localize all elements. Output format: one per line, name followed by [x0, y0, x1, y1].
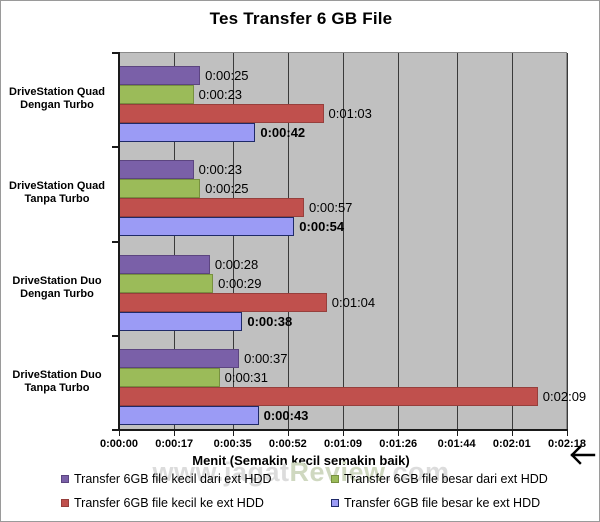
bar-value-label-series-3-category-3: 0:00:43: [263, 407, 309, 423]
legend-item-series-2[interactable]: Transfer 6GB file kecil ke ext HDD: [61, 496, 331, 510]
gridline: [174, 53, 176, 429]
legend-label-series-3: Transfer 6GB file besar ke ext HDD: [344, 496, 541, 510]
y-axis-tick: [112, 52, 119, 54]
category-label-line: DriveStation Duo: [12, 274, 102, 287]
x-axis-tick-label-3: 0:00:52: [268, 438, 307, 450]
x-axis-tick-label-4: 0:01:09: [324, 438, 362, 450]
legend-label-series-1: Transfer 6GB file besar dari ext HDD: [344, 472, 548, 486]
x-axis-tick-label-7: 0:02:01: [492, 438, 531, 450]
bar-value-label-series-0-category-2: 0:00:28: [214, 256, 259, 272]
x-axis-tick: [456, 430, 458, 436]
bar-series-2-category-2: [119, 292, 327, 312]
bar-series-2-category-1: [119, 198, 305, 218]
x-axis-tick: [232, 430, 234, 436]
bar-value-label-series-1-category-2: 0:00:29: [218, 275, 262, 291]
chart-title: Tes Transfer 6 GB File: [209, 9, 393, 28]
y-axis-tick: [112, 240, 119, 243]
bar-series-1-category-0: [119, 85, 194, 105]
bar-series-3-category-1: [119, 217, 295, 237]
bar-value-label-series-3-category-1: 0:00:54: [299, 219, 345, 235]
bar-series-0-category-2: [119, 254, 210, 274]
gridline: [287, 53, 289, 429]
bar-value-label-series-0-category-1: 0:00:23: [198, 162, 243, 178]
category-label-2: DriveStation Duo Dengan Turbo: [1, 275, 113, 301]
bar-series-2-category-0: [119, 104, 324, 124]
bar-series-1-category-3: [119, 367, 220, 387]
bar-series-0-category-0: [119, 66, 201, 86]
legend-item-series-3[interactable]: Transfer 6GB file besar ke ext HDD: [331, 496, 571, 510]
x-axis-tick: [567, 430, 568, 436]
bar-series-1-category-1: [119, 179, 201, 199]
category-label-line: DriveStation Quad: [9, 180, 105, 193]
legend-swatch-icon-series-2: [61, 499, 69, 507]
x-axis-tick: [119, 430, 120, 436]
x-axis-tick: [174, 430, 176, 436]
category-label-line: Dengan Turbo: [20, 287, 94, 300]
bar-series-0-category-1: [119, 160, 194, 180]
bar-series-3-category-0: [119, 123, 256, 143]
legend-swatch-icon-series-0: [61, 475, 69, 483]
x-axis-tick: [287, 430, 289, 436]
bar-value-label-series-3-category-0: 0:00:42: [260, 125, 306, 141]
legend-label-series-0: Transfer 6GB file kecil dari ext HDD: [74, 472, 272, 486]
legend-row-2: Transfer 6GB file kecil ke ext HDD Trans…: [61, 491, 571, 515]
category-label-line: Tanpa Turbo: [24, 193, 90, 206]
category-label-1: DriveStation Quad Tanpa Turbo: [1, 180, 113, 206]
arrow-left-icon: [570, 445, 596, 465]
x-axis-tick: [343, 430, 344, 436]
x-axis-tick: [511, 430, 513, 436]
bar-series-2-category-3: [119, 386, 538, 406]
x-axis-tick: [398, 430, 400, 436]
bar-value-label-series-0-category-3: 0:00:37: [244, 350, 288, 366]
category-label-line: Dengan Turbo: [20, 99, 94, 112]
category-label-3: DriveStation Duo Tanpa Turbo: [1, 369, 113, 395]
y-axis-tick: [112, 429, 119, 431]
x-axis-tick-label-2: 0:00:35: [213, 438, 252, 450]
x-axis-tick-label-0: 0:00:00: [100, 438, 138, 450]
gridline: [456, 53, 458, 429]
x-axis-tick-label-1: 0:00:17: [155, 438, 194, 450]
bar-value-label-series-2-category-3: 0:02:09: [542, 388, 587, 404]
gridline: [511, 53, 513, 429]
bar-value-label-series-1-category-3: 0:00:31: [224, 369, 268, 385]
bar-value-label-series-1-category-1: 0:00:25: [205, 181, 249, 197]
x-axis-tick-label-5: 0:01:26: [379, 438, 418, 450]
bar-series-1-category-2: [119, 273, 214, 293]
x-axis-tick-label-8: 0:02:18: [548, 438, 586, 450]
legend-row-1: Transfer 6GB file kecil dari ext HDD Tra…: [61, 467, 571, 491]
x-axis-title: Menit (Semakin kecil semakin baik): [192, 453, 410, 468]
bar-value-label-series-2-category-2: 0:01:04: [331, 294, 376, 310]
legend-item-series-0[interactable]: Transfer 6GB file kecil dari ext HDD: [61, 472, 331, 486]
plot-area: 0:00:25 0:00:23 0:01:03 0:00:42 0:00:23 0:00:…: [119, 52, 586, 429]
chart-legend: Transfer 6GB file kecil dari ext HDD Tra…: [61, 467, 571, 515]
legend-item-series-1[interactable]: Transfer 6GB file besar dari ext HDD: [331, 472, 571, 486]
bar-value-label-series-3-category-2: 0:00:38: [247, 313, 293, 329]
legend-label-series-2: Transfer 6GB file kecil ke ext HDD: [74, 496, 264, 510]
gridline: [232, 53, 234, 429]
bar-value-label-series-0-category-0: 0:00:25: [205, 68, 249, 84]
category-label-0: DriveStation Quad Dengan Turbo: [1, 86, 113, 112]
gridline: [343, 53, 344, 429]
category-label-line: DriveStation Quad: [9, 86, 105, 99]
bar-value-label-series-1-category-0: 0:00:23: [198, 87, 243, 103]
y-axis-line: [118, 52, 120, 430]
category-label-line: Tanpa Turbo: [24, 381, 90, 394]
bar-value-label-series-2-category-0: 0:01:03: [328, 106, 372, 122]
y-axis-tick: [112, 334, 119, 337]
x-axis-tick-label-6: 0:01:44: [437, 438, 476, 450]
gridline: [398, 53, 400, 429]
legend-swatch-icon-series-1: [331, 475, 339, 483]
bar-value-label-series-2-category-1: 0:00:57: [309, 200, 353, 216]
category-label-line: DriveStation Duo: [12, 368, 102, 381]
bar-series-3-category-2: [119, 311, 243, 331]
legend-swatch-icon-series-3: [331, 499, 339, 507]
y-axis-tick: [112, 146, 119, 149]
bar-series-3-category-3: [119, 405, 259, 425]
bar-series-0-category-3: [119, 348, 240, 368]
gridline: [567, 53, 568, 429]
